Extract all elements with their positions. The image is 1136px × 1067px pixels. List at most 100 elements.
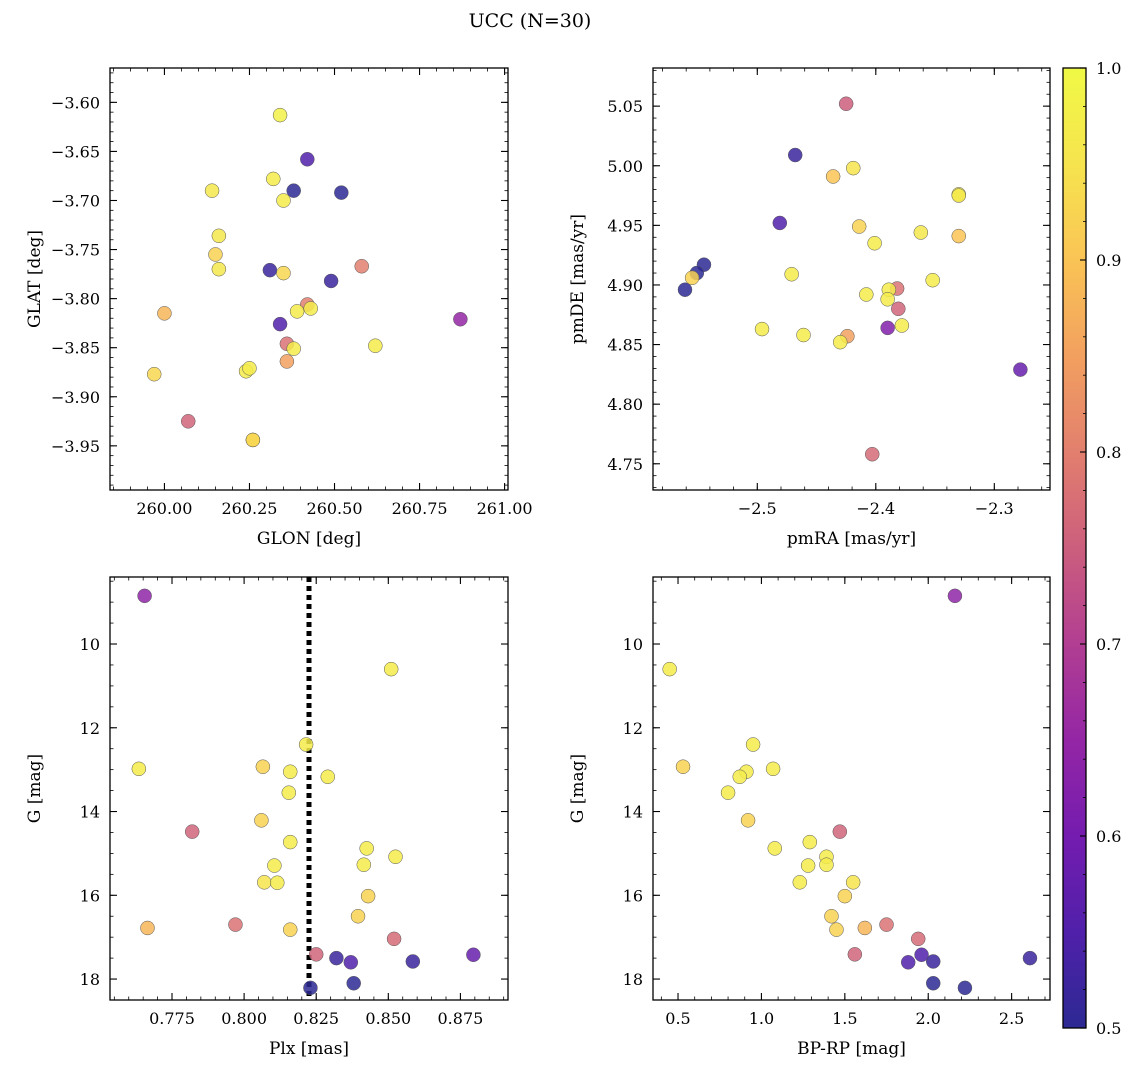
y-axis-label: G [mag] xyxy=(25,754,45,823)
data-point xyxy=(383,661,399,677)
y-axis-label: G [mag] xyxy=(568,754,588,823)
data-point xyxy=(140,920,155,936)
x-tick-label: 260.75 xyxy=(392,499,448,518)
axes-frame xyxy=(109,67,509,491)
data-point xyxy=(867,235,882,251)
data-point xyxy=(864,446,880,462)
minor-ticks xyxy=(653,68,1050,490)
x-tick-label: −2.4 xyxy=(856,499,895,518)
x-axis-label: BP-RP [mag] xyxy=(797,1039,906,1059)
data-point xyxy=(405,954,421,969)
data-point xyxy=(677,282,693,297)
x-tick-label: 0.775 xyxy=(149,1009,195,1028)
data-point xyxy=(894,318,910,333)
data-point xyxy=(767,841,783,856)
data-point xyxy=(825,169,841,184)
y-tick-label: 18 xyxy=(623,970,643,989)
data-point xyxy=(254,813,269,828)
x-tick-label: 2.0 xyxy=(916,1009,941,1028)
data-point xyxy=(386,931,402,947)
data-point xyxy=(857,920,873,936)
data-point xyxy=(303,980,318,996)
x-tick-label: 260.00 xyxy=(136,499,192,518)
y-tick-label: 14 xyxy=(623,803,643,822)
y-tick-label: 12 xyxy=(80,719,100,738)
y-tick-label: −3.80 xyxy=(51,290,100,309)
data-point xyxy=(684,270,700,286)
data-point xyxy=(879,917,894,932)
y-tick-label: 5.05 xyxy=(607,97,643,116)
y-tick-label: 16 xyxy=(80,886,100,905)
data-point xyxy=(832,824,848,839)
x-tick-label: 0.5 xyxy=(665,1009,690,1028)
data-point xyxy=(329,950,344,966)
data-point xyxy=(323,273,339,289)
data-point xyxy=(453,311,468,327)
y-tick-label: 12 xyxy=(623,719,643,738)
colorbar-tick-label: 0.8 xyxy=(1096,443,1121,462)
data-point xyxy=(740,813,756,828)
data-point xyxy=(272,316,288,332)
x-tick-label: −2.5 xyxy=(738,499,777,518)
colorbar-frame xyxy=(1062,67,1087,1029)
data-point xyxy=(466,947,481,963)
x-tick-label: 261.00 xyxy=(477,499,533,518)
data-point xyxy=(837,888,853,904)
data-point xyxy=(845,875,861,890)
minor-ticks xyxy=(110,68,508,490)
data-points xyxy=(662,588,1038,996)
y-tick-label: 14 xyxy=(80,803,100,822)
data-point xyxy=(784,266,799,282)
x-tick-label: 260.50 xyxy=(307,499,363,518)
y-tick-label: 5.00 xyxy=(607,157,643,176)
data-point xyxy=(851,219,867,234)
data-point xyxy=(880,320,895,336)
y-axis-label: GLAT [deg] xyxy=(25,230,45,328)
x-tick-label: 0.875 xyxy=(438,1009,484,1028)
data-point xyxy=(829,922,844,937)
data-point xyxy=(925,954,941,969)
data-point xyxy=(211,261,227,277)
colorbar-tick-label: 0.6 xyxy=(1096,827,1121,846)
data-point xyxy=(208,247,223,262)
y-tick-label: −3.90 xyxy=(51,388,100,407)
y-tick-label: 16 xyxy=(623,886,643,905)
colorbar-tick-label: 0.9 xyxy=(1096,251,1121,270)
panel-plx-g: 0.775 0.800 0.825 0.850 0.875 10 12 14 16 18 Plx [… xyxy=(25,576,509,1059)
data-point xyxy=(368,338,383,353)
data-point xyxy=(900,955,916,970)
data-point xyxy=(255,759,271,774)
data-point xyxy=(157,306,172,321)
y-tick-label: 4.75 xyxy=(607,455,643,474)
data-point xyxy=(272,107,288,123)
data-point xyxy=(819,857,834,872)
data-point xyxy=(286,341,301,356)
data-point xyxy=(283,922,298,937)
data-point xyxy=(754,321,770,337)
data-point xyxy=(267,858,282,873)
data-point xyxy=(266,171,281,187)
data-point xyxy=(910,931,926,947)
data-point xyxy=(184,824,200,839)
data-point xyxy=(131,761,147,777)
data-point xyxy=(262,262,278,278)
data-point xyxy=(913,225,929,240)
x-tick-label: 0.800 xyxy=(221,1009,267,1028)
y-tick-label: 4.95 xyxy=(607,216,643,235)
x-tick-label: 0.850 xyxy=(365,1009,411,1028)
data-point xyxy=(257,875,272,890)
data-point xyxy=(914,947,929,963)
data-point xyxy=(211,228,227,244)
x-tick-label: 2.5 xyxy=(999,1009,1024,1028)
x-tick-label: 1.5 xyxy=(832,1009,857,1028)
data-point xyxy=(245,432,261,448)
data-point xyxy=(356,857,372,872)
data-point xyxy=(286,183,301,198)
data-point xyxy=(947,588,963,604)
data-point xyxy=(1022,950,1038,966)
data-point xyxy=(334,185,349,200)
y-tick-label: −3.75 xyxy=(51,241,100,260)
data-points xyxy=(131,588,481,996)
data-point xyxy=(308,947,324,962)
